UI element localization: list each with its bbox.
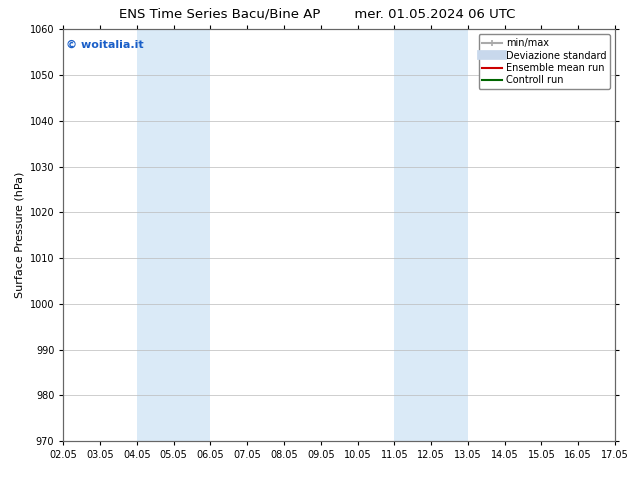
Bar <box>394 29 468 441</box>
Text: © woitalia.it: © woitalia.it <box>66 40 144 49</box>
Y-axis label: Surface Pressure (hPa): Surface Pressure (hPa) <box>14 172 24 298</box>
Bar <box>137 29 210 441</box>
Legend: min/max, Deviazione standard, Ensemble mean run, Controll run: min/max, Deviazione standard, Ensemble m… <box>479 34 610 89</box>
Text: ENS Time Series Bacu/Bine AP        mer. 01.05.2024 06 UTC: ENS Time Series Bacu/Bine AP mer. 01.05.… <box>119 7 515 21</box>
